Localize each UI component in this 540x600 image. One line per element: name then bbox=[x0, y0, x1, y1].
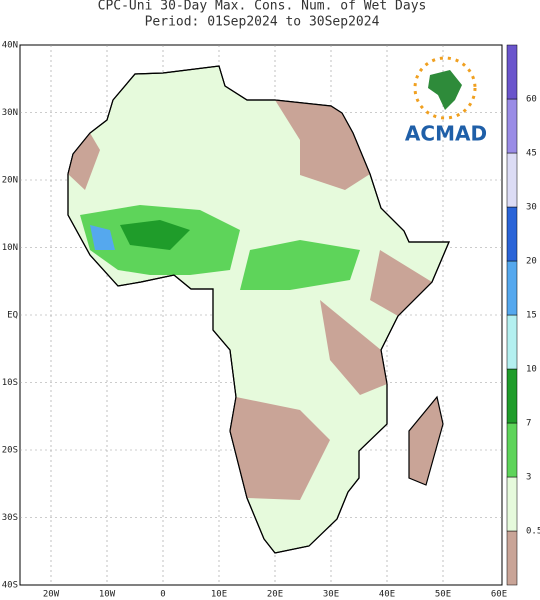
lon-label: 50E bbox=[435, 590, 451, 600]
lon-label: 20W bbox=[43, 590, 60, 600]
colorbar-swatch bbox=[506, 476, 518, 532]
colorbar-swatch bbox=[506, 422, 518, 478]
lon-label: 0 bbox=[160, 590, 165, 600]
lon-label: 60E bbox=[491, 590, 507, 600]
colorbar-label: 7 bbox=[526, 419, 531, 429]
title-line: CPC-Uni 30-Day Max. Cons. Num. of Wet Da… bbox=[98, 0, 427, 14]
lat-label: 40N bbox=[2, 41, 18, 51]
lon-label: 10W bbox=[99, 590, 116, 600]
colorbar-swatch bbox=[506, 530, 518, 586]
lon-label: 40E bbox=[379, 590, 395, 600]
colorbar-label: 20 bbox=[526, 257, 537, 267]
lat-label: 20N bbox=[2, 176, 18, 186]
lat-label: 10S bbox=[2, 378, 18, 388]
colorbar-swatch bbox=[506, 152, 518, 208]
colorbar-label: 15 bbox=[526, 311, 537, 321]
lat-label: 20S bbox=[2, 446, 18, 456]
colorbar-swatch bbox=[506, 44, 518, 100]
colorbar-swatch bbox=[506, 206, 518, 262]
colorbar-label: 60 bbox=[526, 95, 537, 105]
colorbar-label: 10 bbox=[526, 365, 537, 375]
lat-label: 30N bbox=[2, 108, 18, 118]
colorbar: 0.5 3 7 10 15 20 30 45 60 bbox=[506, 44, 540, 586]
logo-text: ACMAD bbox=[405, 122, 487, 146]
lon-label: 10E bbox=[211, 590, 227, 600]
colorbar-swatch bbox=[506, 368, 518, 424]
lat-label: EQ bbox=[7, 311, 18, 321]
logo: ACMAD bbox=[405, 56, 487, 146]
colorbar-swatch bbox=[506, 314, 518, 370]
lon-label: 30E bbox=[323, 590, 339, 600]
title-line: Period: 01Sep2024 to 30Sep2024 bbox=[145, 15, 380, 30]
lat-label: 10N bbox=[2, 243, 18, 253]
lon-label: 20E bbox=[267, 590, 283, 600]
colorbar-label: 3 bbox=[526, 473, 531, 483]
africa bbox=[67, 65, 450, 554]
lat-label: 30S bbox=[2, 513, 18, 523]
lat-label: 40S bbox=[2, 581, 18, 591]
colorbar-label: 30 bbox=[526, 203, 537, 213]
colorbar-swatch bbox=[506, 260, 518, 316]
colorbar-label: 45 bbox=[526, 149, 537, 159]
colorbar-label: 0.5 bbox=[526, 527, 540, 537]
colorbar-swatch bbox=[506, 98, 518, 154]
